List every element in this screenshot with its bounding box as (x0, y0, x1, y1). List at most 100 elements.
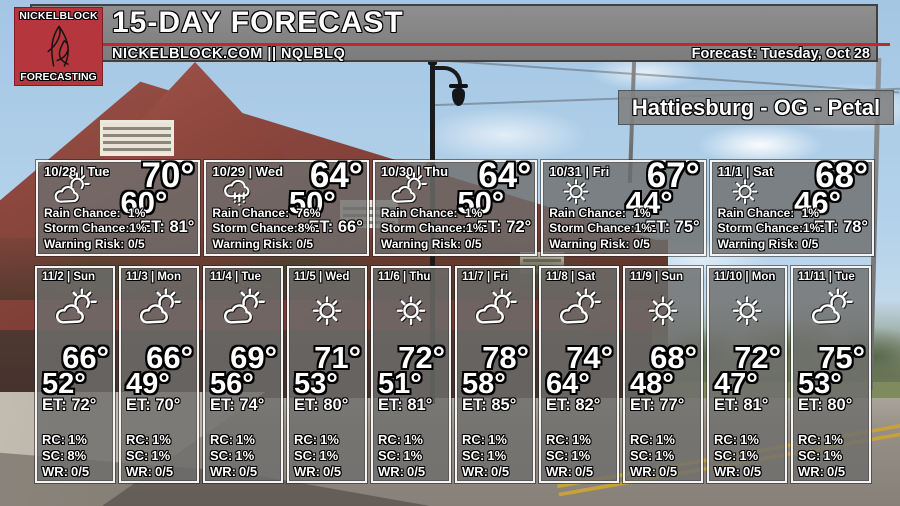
low-temp: 49° (126, 368, 170, 400)
forecast-card-compact: 11/8 | Sat 74° 64° ET: 82° RC: 1% SC: 1% W… (539, 266, 619, 483)
weather-icon (475, 288, 517, 324)
warning-risk-row: WR: 0/5 (462, 464, 509, 480)
warning-risk-row: WR: 0/5 (126, 464, 173, 480)
card-details: Rain Chance: 1% Storm Chance:1% Warning R… (549, 206, 652, 252)
card-date: 10/28 | Tue (44, 164, 110, 179)
et-temp: ET: 77° (630, 396, 684, 415)
card-date: 11/11 | Tue (798, 271, 855, 283)
lamppost-cap (449, 84, 468, 88)
page-title: 15-DAY FORECAST (112, 6, 404, 39)
forecast-card-compact: 11/7 | Fri 78° 58° ET: 85° RC: 1% SC: 1% W… (455, 266, 535, 483)
et-value: 72° (506, 218, 532, 236)
warning-risk-row: Warning Risk: 0/5 (718, 237, 821, 252)
warning-risk-label: WR: (798, 463, 824, 479)
card-details: RC: 1% SC: 1% WR: 0/5 (294, 432, 341, 479)
warning-risk-value: 0/5 (323, 463, 342, 479)
storm-chance-row: SC: 1% (462, 448, 509, 464)
et-label: ET: (210, 396, 235, 414)
warning-risk-value: 0/5 (239, 463, 258, 479)
storm-chance-row: SC: 1% (630, 448, 677, 464)
weather-icon (139, 288, 181, 324)
storm-chance-label: SC: (42, 447, 65, 463)
card-date: 10/30 | Thu (380, 164, 449, 179)
warning-risk-value: 0/5 (743, 463, 762, 479)
card-details: RC: 1% SC: 1% WR: 0/5 (546, 432, 593, 479)
et-value: 82° (575, 396, 601, 414)
forecast-card-compact: 11/11 | Tue 75° 53° ET: 80° RC: 1% SC: 1% … (791, 266, 871, 483)
et-label: ET: (378, 396, 403, 414)
storm-chance-value: 1% (823, 447, 843, 463)
low-temp: 51° (378, 368, 422, 400)
high-temp: 64° (478, 156, 532, 195)
storm-chance-value: 1% (802, 221, 821, 236)
low-temp: 50° (288, 185, 336, 220)
rain-chance-row: Rain Chance: 76% (212, 206, 320, 221)
storm-chance-value: 1% (235, 447, 255, 463)
et-temp: ET: 75° (645, 218, 699, 237)
rain-chance-label: RC: (798, 432, 822, 447)
weather-icon (312, 296, 342, 325)
warning-risk-label: Warning Risk: (549, 236, 630, 251)
forecast-card-compact: 11/5 | Wed 71° 53° ET: 80° RC: 1% SC: 1% W… (287, 266, 367, 483)
rain-chance-value: 1% (488, 432, 507, 447)
rain-chance-label: RC: (42, 432, 66, 447)
logo-bottom-text: FORECASTING (20, 71, 97, 83)
rain-chance-row: RC: 1% (714, 432, 761, 448)
storm-chance-label: SC: (378, 447, 401, 463)
forecast-date: Forecast: Tuesday, Oct 28 (691, 46, 870, 62)
weather-icon (391, 172, 427, 203)
low-temp: 53° (294, 368, 338, 400)
card-details: RC: 1% SC: 1% WR: 0/5 (378, 432, 425, 479)
rain-chance-label: RC: (714, 432, 738, 447)
et-label: ET: (140, 218, 165, 236)
warning-risk-value: 0/5 (633, 236, 650, 251)
weather-icon (563, 179, 589, 204)
warning-risk-row: Warning Risk: 0/5 (549, 237, 652, 252)
high-temp: 66° (62, 340, 109, 375)
warning-risk-row: WR: 0/5 (546, 464, 593, 480)
low-temp: 60° (120, 185, 168, 220)
storm-chance-value: 1% (655, 447, 675, 463)
rain-chance-row: Rain Chance: 1% (549, 206, 652, 221)
warning-risk-label: WR: (714, 463, 740, 479)
storm-chance-label: SC: (210, 447, 233, 463)
high-temp: 71° (314, 340, 361, 375)
warning-risk-value: 0/5 (801, 236, 819, 251)
warning-risk-label: WR: (294, 463, 320, 479)
low-temp: 44° (625, 185, 673, 220)
card-date: 11/6 | Thu (378, 271, 431, 283)
storm-chance-label: SC: (546, 447, 569, 463)
et-label: ET: (476, 218, 502, 236)
et-temp: ET: 72° (42, 396, 96, 415)
et-label: ET: (798, 396, 823, 414)
rain-chance-row: Rain Chance: 1% (381, 206, 484, 221)
warning-risk-value: 0/5 (464, 236, 482, 251)
forecast-card-compact: 11/10 | Mon 72° 47° ET: 81° RC: 1% SC: 1% … (707, 266, 787, 483)
low-temp: 47° (714, 368, 758, 400)
et-value: 80° (827, 396, 853, 414)
et-temp: ET: 81° (378, 396, 432, 415)
et-temp: ET: 66° (309, 218, 363, 237)
warning-risk-label: WR: (462, 463, 488, 479)
rain-chance-row: RC: 1% (294, 432, 341, 448)
weather-icon (223, 288, 265, 324)
et-label: ET: (126, 396, 151, 414)
storm-chance-label: Storm Chance: (717, 221, 803, 236)
et-temp: ET: 82° (546, 396, 600, 415)
et-temp: ET: 85° (462, 396, 516, 415)
rain-chance-row: RC: 1% (42, 432, 89, 448)
card-details: RC: 1% SC: 1% WR: 0/5 (210, 432, 257, 479)
rain-chance-row: RC: 1% (462, 432, 509, 448)
et-label: ET: (630, 396, 655, 414)
warning-risk-label: WR: (42, 463, 68, 479)
et-temp: ET: 80° (798, 396, 852, 415)
warning-risk-label: WR: (126, 463, 152, 479)
rain-chance-label: RC: (294, 432, 318, 447)
warning-risk-value: 0/5 (575, 463, 594, 479)
warning-risk-value: 0/5 (155, 463, 174, 479)
et-value: 77° (659, 396, 685, 414)
rain-chance-label: RC: (630, 432, 654, 447)
et-temp: ET: 78° (814, 218, 868, 237)
dormer-window (100, 120, 174, 156)
forecast-card-compact: 11/9 | Sun 68° 48° ET: 77° RC: 1% SC: 1% W… (623, 266, 703, 483)
